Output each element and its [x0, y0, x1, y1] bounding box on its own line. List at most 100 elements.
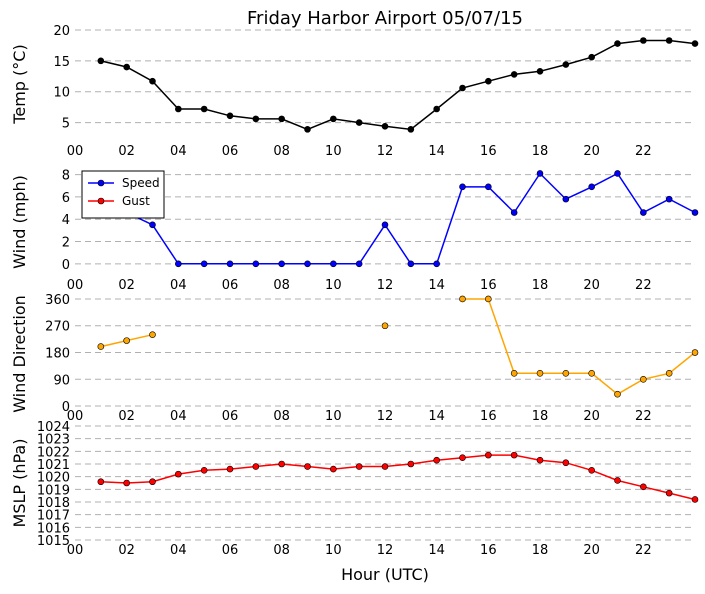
data-point [562, 61, 570, 68]
data-point [691, 349, 699, 356]
series-1-1 [97, 37, 699, 133]
y-axis-label: Temp (°C) [10, 44, 29, 124]
x-tick-label: 12 [377, 409, 394, 424]
data-point [536, 456, 544, 464]
legend-box [81, 170, 165, 219]
x-tick-label: 02 [118, 409, 135, 424]
x-tick-label: 04 [170, 144, 187, 159]
data-point [485, 451, 492, 459]
x-tick-label: 00 [67, 278, 84, 293]
x-tick-label: 20 [583, 278, 600, 293]
legend-marker [97, 179, 105, 187]
legend-label: Speed [122, 176, 160, 190]
data-point [510, 370, 518, 377]
x-tick-label: 06 [222, 278, 239, 293]
x-axis-label: Hour (UTC) [341, 565, 429, 584]
data-point [381, 122, 389, 130]
chart-title: Friday Harbor Airport 05/07/15 [247, 8, 523, 29]
x-tick-label: 14 [428, 543, 445, 558]
y-tick-label: 15 [53, 55, 70, 70]
data-point [691, 209, 699, 216]
y-tick-label: 1024 [37, 420, 70, 435]
y-tick-label: 1017 [37, 509, 70, 524]
series-3-1 [97, 295, 699, 398]
data-point [407, 126, 415, 133]
x-tick-label: 10 [325, 144, 342, 159]
series-line [100, 454, 696, 501]
data-point [433, 105, 440, 113]
data-point [278, 460, 285, 468]
x-tick-label: 18 [532, 278, 549, 293]
data-point [252, 115, 260, 123]
data-point [355, 260, 363, 268]
y-tick-label: 5 [62, 117, 70, 132]
data-point [640, 375, 647, 383]
y-tick-label: 90 [53, 373, 70, 388]
x-tick-label: 06 [222, 543, 239, 558]
data-point [278, 260, 285, 268]
x-tick-label: 08 [273, 144, 290, 159]
data-point [97, 343, 105, 350]
y-tick-label: 180 [45, 347, 70, 362]
x-tick-label: 14 [428, 409, 445, 424]
legend-marker [97, 197, 105, 205]
x-tick-label: 16 [480, 409, 497, 424]
x-tick-label: 16 [480, 144, 497, 159]
y-tick-label: 1018 [37, 496, 70, 511]
x-tick-label: 22 [635, 144, 652, 159]
panel-3: 0 90 180 270 360 Wind Direction 00 02 04 06 08 10 12… [10, 293, 699, 424]
data-point [614, 477, 621, 484]
x-tick-label: 00 [67, 543, 84, 558]
x-tick-label: 22 [635, 278, 652, 293]
y-tick-label: 0 [62, 400, 70, 415]
x-tick-label: 10 [325, 543, 342, 558]
data-point [200, 260, 208, 268]
data-point [588, 467, 595, 474]
x-tick-label: 16 [480, 278, 497, 293]
data-point [485, 183, 492, 191]
data-point [252, 463, 260, 470]
x-tick-label: 02 [118, 278, 135, 293]
x-tick-label: 12 [377, 278, 394, 293]
data-point [304, 463, 311, 470]
y-tick-label: 6 [62, 191, 70, 206]
x-tick-label: 16 [480, 543, 497, 558]
x-tick-label: 08 [273, 543, 290, 558]
x-tick-label: 20 [583, 144, 600, 159]
data-point [459, 295, 466, 303]
data-point [691, 496, 699, 503]
x-tick-label: 10 [325, 409, 342, 424]
data-point [226, 260, 234, 268]
data-point [640, 37, 647, 44]
data-point [485, 295, 492, 303]
legend: Speed Gust [81, 170, 165, 219]
x-tick-label: 12 [377, 543, 394, 558]
y-tick-label: 1023 [37, 433, 70, 448]
data-point [562, 195, 570, 203]
data-point [175, 105, 182, 113]
data-point [149, 478, 156, 486]
y-axis-label: Wind (mph) [10, 175, 29, 269]
data-point [665, 37, 673, 44]
data-point [665, 195, 673, 203]
data-point [381, 221, 389, 229]
x-tick-label: 18 [532, 144, 549, 159]
data-point [562, 459, 570, 467]
data-point [123, 337, 130, 344]
data-point [536, 68, 544, 75]
x-tick-label: 14 [428, 278, 445, 293]
y-tick-label: 1020 [37, 471, 70, 486]
series-line [100, 172, 696, 265]
data-point [407, 460, 415, 468]
data-point [200, 467, 208, 474]
x-tick-label: 20 [583, 409, 600, 424]
data-point [175, 260, 182, 268]
data-point [200, 105, 208, 113]
x-tick-label: 08 [273, 409, 290, 424]
y-tick-label: 0 [62, 258, 70, 273]
x-tick-label: 12 [377, 144, 394, 159]
y-tick-label: 1022 [37, 445, 70, 460]
y-tick-label: 8 [62, 169, 70, 184]
x-tick-label: 22 [635, 409, 652, 424]
x-tick-label: 20 [583, 543, 600, 558]
